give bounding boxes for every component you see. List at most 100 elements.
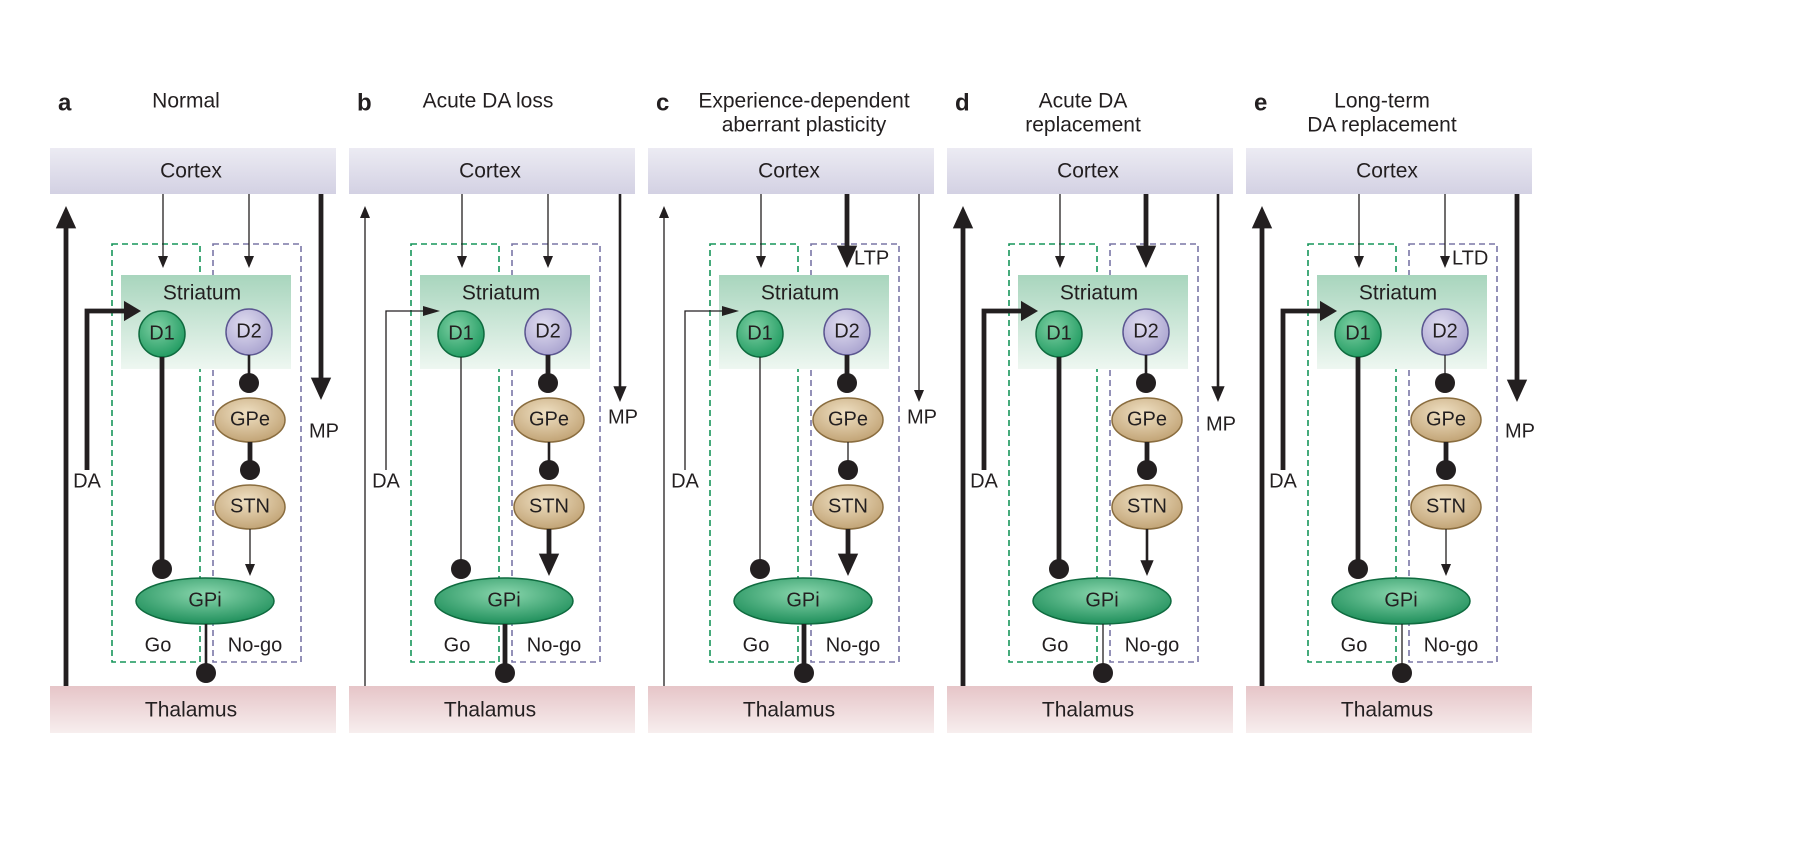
inhibitory-terminal-dot — [539, 460, 559, 480]
cortex-label: Cortex — [758, 160, 820, 183]
stn-node: STN — [214, 484, 286, 530]
go-label: Go — [145, 634, 172, 656]
thalamus-band-fill — [947, 686, 1233, 733]
inhibitory-terminal-dot — [1435, 373, 1455, 393]
thalamus-label: Thalamus — [444, 699, 536, 722]
panel-title-line: aberrant plasticity — [722, 114, 887, 137]
d1-to-gpi-projection — [1049, 357, 1069, 579]
arrowhead — [952, 206, 974, 229]
arrowhead — [310, 377, 332, 400]
nogo-pathway-box — [810, 243, 900, 663]
thalamus-band: Thalamus — [349, 686, 635, 733]
gpe-node: GPe — [812, 397, 884, 443]
arrowhead — [837, 553, 859, 576]
gpi-to-thalamus-projection — [1093, 624, 1113, 683]
arrowhead — [914, 390, 924, 402]
d1-neuron: D1 — [138, 310, 186, 358]
arrowhead — [124, 300, 141, 322]
inhibitory-terminal-dot — [1136, 373, 1156, 393]
d1-to-gpi-projection — [1348, 357, 1368, 579]
gpi-label: GPi — [188, 589, 221, 611]
d2-to-gpe-projection — [1136, 355, 1156, 393]
d1-to-gpi-projection — [152, 357, 172, 579]
thalamus-band: Thalamus — [947, 686, 1233, 733]
d1-neuron: D1 — [736, 310, 784, 358]
cortex-to-d2-arrow — [1440, 194, 1450, 268]
da-label: DA — [671, 470, 699, 492]
panel-letter: c — [656, 89, 669, 116]
d1-neuron: D1 — [1334, 310, 1382, 358]
inhibitory-terminal-dot — [1049, 559, 1069, 579]
cortex-band: Cortex — [50, 148, 336, 194]
thalamus-band-fill — [1246, 686, 1532, 733]
thalamus-band-fill — [648, 686, 934, 733]
gpe-node: GPe — [513, 397, 585, 443]
go-label: Go — [1341, 634, 1368, 656]
arrowhead — [538, 553, 560, 576]
mp-output-arrow — [1506, 194, 1528, 402]
cortex-band: Cortex — [947, 148, 1233, 194]
striatum-label: Striatum — [462, 282, 540, 305]
panel-title-line: Acute DA — [1039, 90, 1128, 113]
thalamus-band: Thalamus — [1246, 686, 1532, 733]
nogo-pathway-box — [511, 243, 601, 663]
stn-to-gpi-arrow — [1441, 529, 1451, 576]
da-input-arrow — [360, 206, 440, 686]
gpi-node: GPi — [434, 577, 574, 625]
stn-to-gpi-arrow — [1140, 529, 1154, 576]
nogo-label: No-go — [228, 634, 282, 656]
arrowhead — [158, 256, 168, 268]
nogo-label: No-go — [1424, 634, 1478, 656]
stn-label: STN — [828, 495, 868, 517]
gpe-to-stn-projection — [1137, 442, 1157, 480]
d2-to-gpe-projection — [538, 355, 558, 393]
inhibitory-terminal-dot — [1137, 460, 1157, 480]
mp-label: MP — [1206, 413, 1236, 435]
d1-label: D1 — [1046, 322, 1072, 344]
go-pathway-box — [1008, 243, 1098, 663]
arrowhead — [756, 256, 766, 268]
arrowhead — [659, 206, 669, 218]
arrowhead — [543, 256, 553, 268]
da-long-arrow — [360, 206, 370, 686]
nogo-label: No-go — [826, 634, 880, 656]
stn-label: STN — [529, 495, 569, 517]
cortex-band: Cortex — [648, 148, 934, 194]
d2-neuron: D2 — [524, 308, 572, 356]
d2-label: D2 — [1133, 320, 1159, 342]
cortex-label: Cortex — [160, 160, 222, 183]
arrowhead — [1211, 386, 1225, 402]
inhibitory-terminal-dot — [1436, 460, 1456, 480]
striatum-label: Striatum — [1359, 282, 1437, 305]
go-pathway-box — [709, 243, 799, 663]
da-to-d1-path — [684, 310, 724, 470]
gpe-to-stn-projection — [838, 442, 858, 480]
gpi-to-thalamus-projection — [1392, 624, 1412, 683]
mp-label: MP — [309, 420, 339, 442]
inhibitory-terminal-dot — [838, 460, 858, 480]
cortex-band-fill — [50, 148, 336, 194]
da-long-arrow — [1251, 206, 1273, 686]
gpe-label: GPe — [230, 408, 270, 430]
arrowhead — [1055, 256, 1065, 268]
cortex-band-fill — [947, 148, 1233, 194]
cortex-band: Cortex — [349, 148, 635, 194]
d2-neuron: D2 — [823, 308, 871, 356]
thalamus-band-fill — [349, 686, 635, 733]
thalamus-label: Thalamus — [1341, 699, 1433, 722]
gpe-node: GPe — [214, 397, 286, 443]
striatum-label: Striatum — [163, 282, 241, 305]
stn-to-gpi-arrow — [538, 529, 560, 576]
panel-a: a Normal Cortex Thalamus Striatum DA MP D1 D2 GPe… — [50, 89, 339, 733]
da-input-arrow — [952, 206, 1038, 686]
cortex-band-fill — [349, 148, 635, 194]
go-label: Go — [743, 634, 770, 656]
go-pathway-box — [1307, 243, 1397, 663]
d2-to-gpe-projection — [239, 355, 259, 393]
gpi-node: GPi — [1032, 577, 1172, 625]
mp-output-arrow — [613, 194, 627, 402]
panel-title-line: DA replacement — [1307, 114, 1457, 137]
gpe-label: GPe — [1426, 408, 1466, 430]
